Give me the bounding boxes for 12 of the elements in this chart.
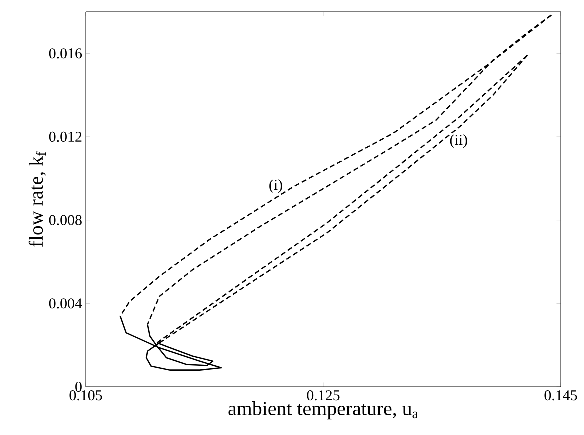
- annotation: (i): [270, 180, 282, 194]
- x-tick-label: 0.145: [544, 390, 578, 401]
- y-axis-title: flow rate, k$_{f}$: [28, 152, 46, 248]
- x-axis-title: ambient temperature, u$_{a}$: [228, 402, 418, 420]
- y-tick-label: 0.012: [49, 132, 82, 142]
- y-tick-label: 0.016: [49, 48, 82, 59]
- y-tick-label: 0.004: [49, 298, 82, 309]
- y-tick-label: 0.008: [49, 215, 82, 226]
- x-tick-label: 0.105: [70, 390, 102, 401]
- annotation: (ii): [450, 134, 468, 148]
- x-tick-label: 0.125: [307, 390, 340, 401]
- y-tick-label: 0: [76, 382, 82, 392]
